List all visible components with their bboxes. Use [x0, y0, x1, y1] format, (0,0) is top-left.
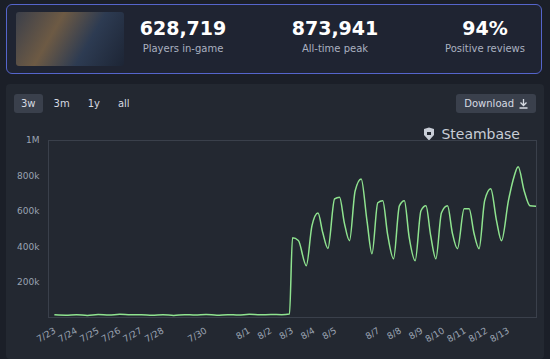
svg-text:8/4: 8/4 — [299, 325, 317, 341]
svg-text:7/25: 7/25 — [78, 326, 101, 345]
svg-text:8/10: 8/10 — [424, 325, 447, 344]
html-text:1y: 1y — [87, 98, 100, 109]
svg-text:8/2: 8/2 — [256, 326, 274, 342]
html-text:873,941: 873,941 — [291, 17, 379, 39]
svg-text:7/30: 7/30 — [186, 325, 209, 344]
svg-text:1M: 1M — [26, 135, 40, 145]
html-text:Download: Download — [464, 98, 514, 109]
html-text:Players in-game: Players in-game — [142, 43, 224, 54]
svg-text:7/28: 7/28 — [143, 325, 166, 344]
html-text:94%: 94% — [462, 17, 508, 39]
svg-text:7/24: 7/24 — [57, 325, 80, 344]
svg-text:8/7: 8/7 — [364, 326, 382, 342]
svg-text:8/5: 8/5 — [321, 326, 339, 342]
svg-text:8/13: 8/13 — [488, 326, 511, 345]
svg-text:8/1: 8/1 — [234, 326, 252, 342]
svg-text:8/9: 8/9 — [407, 325, 425, 341]
svg-text:8/12: 8/12 — [467, 326, 490, 345]
html-text:Steambase: Steambase — [441, 126, 520, 142]
svg-text:7/27: 7/27 — [121, 326, 144, 345]
svg-text:7/23: 7/23 — [35, 326, 58, 345]
svg-text:8/3: 8/3 — [277, 326, 295, 342]
html-text:Positive reviews: Positive reviews — [445, 43, 525, 54]
svg-text:8/8: 8/8 — [385, 325, 403, 341]
html-text:3w: 3w — [21, 98, 36, 109]
svg-text:7/26: 7/26 — [100, 325, 123, 344]
svg-text:8/11: 8/11 — [445, 326, 468, 345]
html-text:all: all — [117, 98, 130, 109]
svg-text:600k: 600k — [17, 206, 40, 216]
svg-text:800k: 800k — [17, 171, 40, 181]
svg-text:200k: 200k — [17, 277, 40, 287]
svg-text:400k: 400k — [17, 242, 40, 252]
html-text:628,719: 628,719 — [139, 17, 227, 39]
html-text:3m: 3m — [53, 98, 70, 109]
html-text:All-time peak: All-time peak — [301, 43, 369, 54]
